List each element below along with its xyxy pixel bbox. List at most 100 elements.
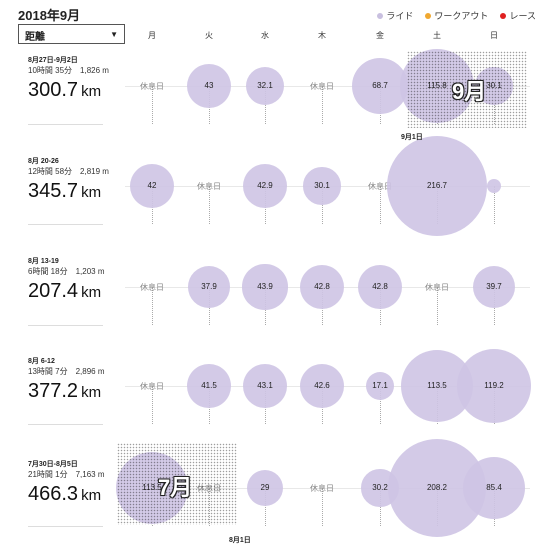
activity-bubble[interactable]: 41.5 <box>187 364 231 408</box>
activity-bubble[interactable]: 115.8 <box>400 49 474 123</box>
week-distance-unit: km <box>81 384 102 401</box>
week-time: 21時間 1分 <box>28 470 68 479</box>
legend-ride: ライド <box>377 9 413 22</box>
activity-bubble[interactable]: 42 <box>129 163 175 209</box>
week-time: 12時間 58分 <box>28 167 73 176</box>
legend-race-label: レース <box>509 11 536 21</box>
week-summary: 7月30日-8月5日 21時間 1分 7,163 m 466.3 km <box>28 460 138 508</box>
activity-bubble[interactable]: 85.4 <box>462 456 526 520</box>
week-summary: 8月 20-26 12時間 58分 2,819 m 345.7 km <box>28 157 138 205</box>
day-header-6: 日 <box>490 31 498 40</box>
legend-workout-label: ワークアウト <box>434 11 489 21</box>
legend: ライド ワークアウト レース <box>377 9 536 22</box>
activity-bubble[interactable]: 42.6 <box>299 363 345 409</box>
activity-bubble[interactable]: 29 <box>246 469 284 507</box>
week-distance-value: 466.3 <box>28 483 79 505</box>
week-divider <box>28 424 103 425</box>
week-divider <box>28 325 103 326</box>
day-stem <box>209 186 210 224</box>
week-range: 8月 13-19 <box>28 258 59 265</box>
week-elevation: 7,163 m <box>75 470 105 479</box>
legend-ride-label: ライド <box>386 11 414 21</box>
rest-day-label: 休息日 <box>184 483 234 494</box>
day-stem <box>152 287 153 325</box>
week-stats: 13時間 7分 2,896 m <box>28 366 138 377</box>
week-distance: 345.7 km <box>28 179 138 205</box>
activity-bubble[interactable]: 42.8 <box>357 264 403 310</box>
week-time: 6時間 18分 <box>28 267 68 276</box>
activity-bubble[interactable]: 42.8 <box>299 264 345 310</box>
day-header-1: 火 <box>205 31 213 40</box>
day-stem <box>322 488 323 526</box>
week-elevation: 2,896 m <box>75 367 105 376</box>
week-divider <box>28 224 103 225</box>
activity-bubble[interactable]: 68.7 <box>351 57 409 115</box>
week-distance: 466.3 km <box>28 482 138 508</box>
activity-bubble[interactable]: 43 <box>186 63 232 109</box>
day-stem <box>380 488 381 526</box>
workout-dot-icon <box>425 12 432 19</box>
activity-bubble[interactable]: 39.7 <box>472 265 516 309</box>
month-label: 7月 <box>158 475 193 500</box>
month-overlay-region <box>117 443 237 525</box>
activity-bubble[interactable]: 119.2 <box>456 348 532 424</box>
month-overlay-region <box>407 51 527 128</box>
metric-select[interactable]: 距離 ▼ <box>18 24 125 44</box>
month-label: 9月 <box>452 79 487 104</box>
week-distance-unit: km <box>81 83 102 100</box>
activity-bubble[interactable]: 37.9 <box>188 266 230 308</box>
day-stem <box>152 86 153 124</box>
week-axis-line <box>125 488 530 489</box>
week-stats: 6時間 18分 1,203 m <box>28 266 138 277</box>
week-distance-unit: km <box>81 184 102 201</box>
activity-bubble[interactable]: 216.7 <box>386 135 488 237</box>
week-stats: 12時間 58分 2,819 m <box>28 166 138 177</box>
legend-workout: ワークアウト <box>425 9 488 22</box>
week-divider <box>28 124 103 125</box>
rest-day-label: 休息日 <box>310 484 334 493</box>
week-distance: 207.4 km <box>28 279 138 305</box>
day-stem <box>494 86 495 124</box>
activity-bubble[interactable]: 43.1 <box>242 363 288 409</box>
week-distance-value: 377.2 <box>28 380 79 402</box>
day-stem <box>380 386 381 424</box>
activity-bubble[interactable]: 17.1 <box>365 371 395 401</box>
week-range: 7月30日-8月5日 <box>28 461 78 468</box>
month-start-marker: 9月1日 <box>401 134 423 141</box>
activity-bubble[interactable] <box>487 179 501 193</box>
month-start-marker: 8月1日 <box>229 537 251 544</box>
rest-day-label: 休息日 <box>140 82 164 91</box>
day-stem <box>322 86 323 124</box>
week-distance: 377.2 km <box>28 379 138 405</box>
rest-day-label: 休息日 <box>368 182 392 191</box>
day-stem <box>494 186 495 224</box>
week-divider <box>28 526 103 527</box>
week-summary: 8月 13-19 6時間 18分 1,203 m 207.4 km <box>28 257 138 305</box>
week-elevation: 1,203 m <box>75 267 105 276</box>
week-range: 8月 6-12 <box>28 358 55 365</box>
day-stem <box>322 186 323 224</box>
week-stats: 10時間 35分 1,826 m <box>28 65 138 76</box>
week-elevation: 1,826 m <box>80 66 109 75</box>
week-stats: 21時間 1分 7,163 m <box>28 469 138 480</box>
week-axis-line <box>125 86 530 87</box>
day-stem <box>265 86 266 124</box>
day-stem <box>380 186 381 224</box>
activity-bubble[interactable]: 43.9 <box>242 264 288 310</box>
week-distance-unit: km <box>81 284 102 301</box>
race-dot-icon <box>500 12 507 19</box>
day-header-2: 水 <box>261 31 269 40</box>
activity-bubble[interactable]: 30.1 <box>475 67 513 105</box>
activity-bubble[interactable]: 42.9 <box>242 163 288 209</box>
day-stem <box>437 287 438 325</box>
caret-down-icon: ▼ <box>110 30 118 39</box>
legend-race: レース <box>500 9 536 22</box>
day-header-3: 木 <box>318 31 326 40</box>
week-distance-value: 300.7 <box>28 79 79 101</box>
activity-bubble[interactable]: 30.1 <box>303 167 341 205</box>
week-summary: 8月 6-12 13時間 7分 2,896 m 377.2 km <box>28 357 138 405</box>
metric-select-value: 距離 <box>25 32 45 43</box>
activity-bubble[interactable]: 32.1 <box>245 66 285 106</box>
activity-bubble[interactable]: 113.5 <box>115 451 189 525</box>
week-time: 13時間 7分 <box>28 367 68 376</box>
